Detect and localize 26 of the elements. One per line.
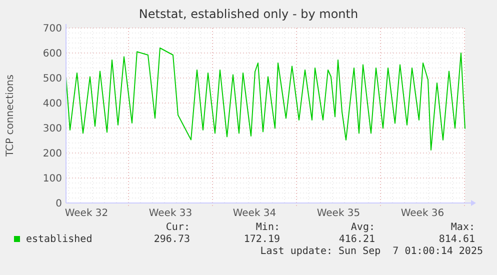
text: Avg: [350, 222, 375, 233]
y-tick-label: 200 [42, 148, 62, 160]
chart-title: Netstat, established only - by month [138, 7, 358, 21]
text: 416.21 [338, 234, 375, 245]
y-tick-label: 300 [42, 124, 62, 134]
text: 172.19 [244, 234, 280, 245]
text: Last update: Sun Sep 7 01:00:14 2025 [260, 246, 483, 257]
y-tick-label: 700 [42, 24, 62, 34]
text: 814.61 [438, 234, 475, 245]
y-tick-label: 400 [42, 98, 62, 110]
y-axis-title: TCP connections [5, 74, 16, 158]
y-tick-label: 600 [42, 48, 62, 60]
y-tick-label: 100 [42, 174, 62, 184]
x-tick-label: Week 34 [232, 208, 276, 219]
x-tick-label: Week 32 [64, 208, 108, 219]
x-tick-label: Week 33 [148, 208, 192, 219]
x-tick-label: Week 36 [400, 208, 444, 219]
y-tick-label: 0 [56, 198, 62, 210]
text: Min: [256, 222, 280, 233]
text: Max: [450, 222, 475, 233]
y-tick-label: 500 [42, 74, 62, 84]
line-series [66, 48, 466, 150]
x-tick-label: Week 35 [316, 208, 360, 219]
text: Cur: [166, 222, 190, 233]
text: 296.73 [154, 234, 190, 245]
legend-label: established [26, 234, 92, 245]
